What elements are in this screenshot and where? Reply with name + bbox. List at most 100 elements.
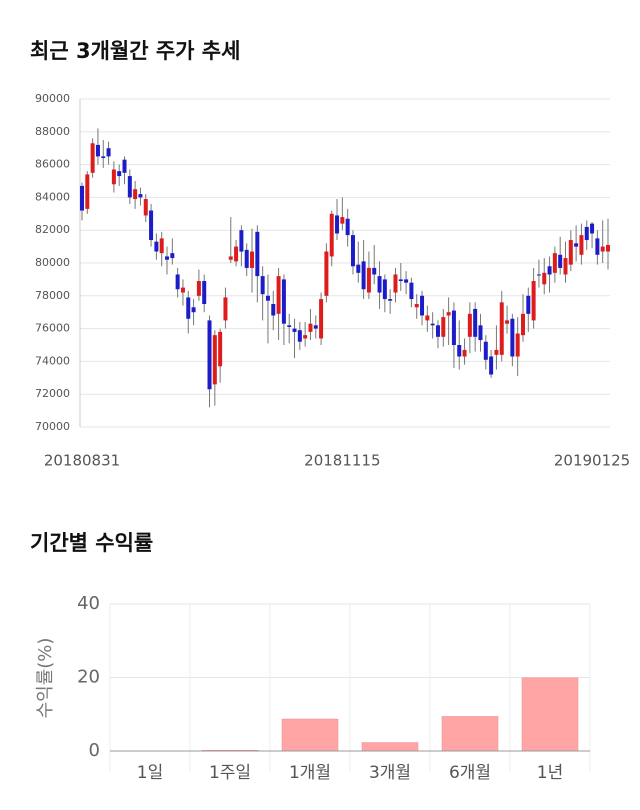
x-tick-label: 1주일 xyxy=(209,763,251,783)
candle-body xyxy=(499,302,504,355)
candle-body xyxy=(297,330,302,342)
candle-body xyxy=(457,345,462,357)
candle-body xyxy=(218,331,223,367)
candle-body xyxy=(361,261,366,290)
candle-body xyxy=(425,315,430,321)
candle-body xyxy=(292,328,297,332)
bar xyxy=(441,716,499,752)
x-tick-label: 20190125 xyxy=(554,452,630,470)
y-tick-label: 70000 xyxy=(35,420,70,433)
candle-body xyxy=(404,279,409,283)
candle-body xyxy=(563,258,568,275)
candle-body xyxy=(489,356,494,375)
candle-body xyxy=(239,230,244,252)
bar xyxy=(361,742,419,752)
candle-body xyxy=(159,238,164,254)
candle-body xyxy=(308,323,313,332)
candle-body xyxy=(244,249,249,268)
y-tick-label: 40 xyxy=(77,593,100,614)
candle-body xyxy=(340,217,345,224)
candle-body xyxy=(303,335,308,339)
candle-body xyxy=(377,276,382,293)
candle-body xyxy=(483,341,488,360)
candle-body xyxy=(319,299,324,339)
candle-body xyxy=(366,267,371,293)
candle-body xyxy=(345,218,350,236)
candle-body xyxy=(462,349,467,357)
y-tick-label: 76000 xyxy=(35,322,70,335)
candle-body xyxy=(420,295,425,316)
candle-body xyxy=(579,235,584,255)
y-tick-label: 72000 xyxy=(35,387,70,400)
candle-body xyxy=(202,281,207,304)
candle-body xyxy=(372,267,377,275)
x-tick-label: 6개월 xyxy=(449,763,491,783)
candle-body xyxy=(260,276,265,295)
candle-body xyxy=(106,148,111,157)
y-tick-label: 90000 xyxy=(35,92,70,105)
x-tick-label: 1년 xyxy=(537,763,563,783)
y-tick-label: 82000 xyxy=(35,223,70,236)
candle-body xyxy=(80,185,84,211)
candle-body xyxy=(313,325,318,329)
candle-body xyxy=(223,297,228,321)
x-tick-label: 1일 xyxy=(137,763,163,783)
candle-body xyxy=(473,308,478,337)
candle-body xyxy=(350,235,355,267)
candle-body xyxy=(467,313,472,337)
candle-body xyxy=(435,325,440,337)
chart-title: 최근 3개월간 주가 추세 xyxy=(30,39,240,63)
candle-body xyxy=(271,304,276,316)
candle-body xyxy=(180,287,185,293)
candle-body xyxy=(265,295,270,301)
candle-body xyxy=(590,223,595,234)
candle-body xyxy=(149,210,154,241)
candle-body xyxy=(515,333,520,357)
candle-body xyxy=(451,310,456,345)
candle-body xyxy=(95,144,100,157)
candle-body xyxy=(329,213,334,257)
candle-body xyxy=(287,325,292,327)
candle-body xyxy=(175,274,180,290)
candle-body xyxy=(101,156,106,159)
candle-body xyxy=(393,274,398,293)
x-tick-label: 20181115 xyxy=(304,452,380,470)
y-tick-label: 0 xyxy=(89,740,100,761)
candle-body xyxy=(600,246,605,252)
candle-body xyxy=(446,312,451,316)
candle-body xyxy=(143,199,148,216)
candle-body xyxy=(324,251,329,296)
y-tick-label: 74000 xyxy=(35,354,70,367)
candle-body xyxy=(382,279,387,300)
y-tick-label: 88000 xyxy=(35,125,70,138)
candle-body xyxy=(584,226,589,241)
candle-body xyxy=(122,159,127,173)
y-tick-label: 20 xyxy=(77,667,100,688)
candle-body xyxy=(441,317,446,337)
candle-body xyxy=(409,282,414,300)
y-tick-label: 84000 xyxy=(35,190,70,203)
candle-body xyxy=(138,194,143,198)
candle-body xyxy=(127,176,132,198)
x-tick-label: 20180831 xyxy=(44,452,120,470)
bar xyxy=(521,677,579,752)
candle-body xyxy=(170,253,175,259)
candle-body xyxy=(186,297,191,319)
chart-title: 기간별 수익률 xyxy=(30,531,153,555)
candle-body xyxy=(228,256,233,260)
candle-body xyxy=(111,169,116,185)
candle-body xyxy=(568,240,573,265)
x-tick-label: 3개월 xyxy=(369,763,411,783)
candle-body xyxy=(388,299,393,301)
candle-body xyxy=(536,274,541,276)
candle-body xyxy=(574,243,579,247)
candle-body xyxy=(276,276,281,314)
candle-body xyxy=(430,323,435,326)
candle-body xyxy=(207,320,212,390)
candle-body xyxy=(494,349,499,355)
y-axis-label: 수익률(%) xyxy=(35,638,56,719)
candle-body xyxy=(196,281,201,296)
candle-body xyxy=(547,266,552,275)
candle-body xyxy=(165,256,170,260)
